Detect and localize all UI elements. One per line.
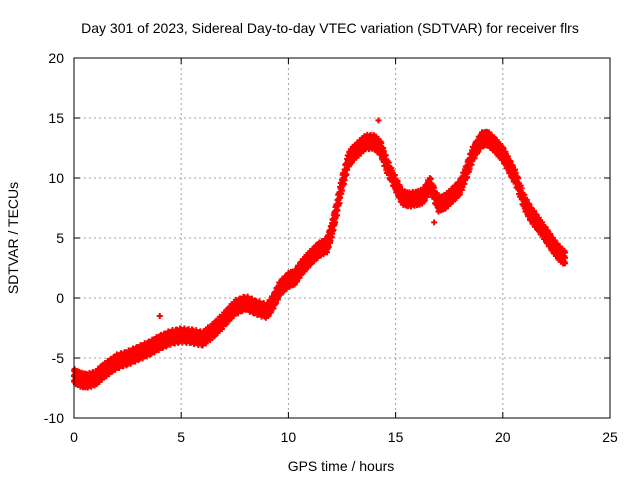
- data-point: [336, 200, 343, 207]
- x-tick-label: 25: [602, 429, 618, 445]
- y-tick-label: 10: [48, 170, 64, 186]
- data-point: [218, 325, 225, 332]
- y-tick-label: -5: [52, 350, 65, 366]
- y-tick-label: 20: [48, 50, 64, 66]
- data-point: [561, 249, 568, 256]
- data-point: [132, 358, 139, 365]
- data-point: [207, 337, 214, 344]
- data-point: [561, 254, 568, 261]
- y-axis-label: SDTVAR / TECUs: [5, 182, 21, 294]
- plot-frame: [73, 57, 611, 419]
- x-tick-label: 0: [70, 429, 78, 445]
- data-point: [227, 315, 234, 322]
- data-point: [199, 342, 206, 349]
- outlier-point: [375, 117, 382, 124]
- data-point: [159, 344, 166, 351]
- x-tick-label: 20: [495, 429, 511, 445]
- data-point: [561, 260, 568, 267]
- x-axis-label: GPS time / hours: [288, 458, 395, 474]
- chart-title: Day 301 of 2023, Sidereal Day-to-day VTE…: [81, 20, 579, 36]
- data-point: [248, 295, 255, 302]
- x-tick-label: 10: [281, 429, 297, 445]
- data-point: [235, 310, 242, 317]
- data-point: [211, 333, 218, 340]
- data-point: [223, 321, 230, 328]
- y-tick-label: -10: [44, 410, 64, 426]
- data-series: [71, 117, 568, 391]
- outlier-point: [431, 219, 438, 226]
- data-point: [148, 350, 155, 357]
- data-point: [334, 207, 341, 214]
- x-tick-label: 5: [177, 429, 185, 445]
- data-point: [339, 187, 345, 194]
- data-point: [515, 175, 522, 182]
- grid: [74, 58, 610, 418]
- x-tick-label: 15: [388, 429, 404, 445]
- data-point: [215, 328, 222, 335]
- y-tick-label: 5: [56, 230, 64, 246]
- y-tick-label: 15: [48, 110, 64, 126]
- outlier-point: [156, 313, 163, 319]
- data-point: [143, 353, 150, 360]
- y-tick-label: 0: [56, 290, 64, 306]
